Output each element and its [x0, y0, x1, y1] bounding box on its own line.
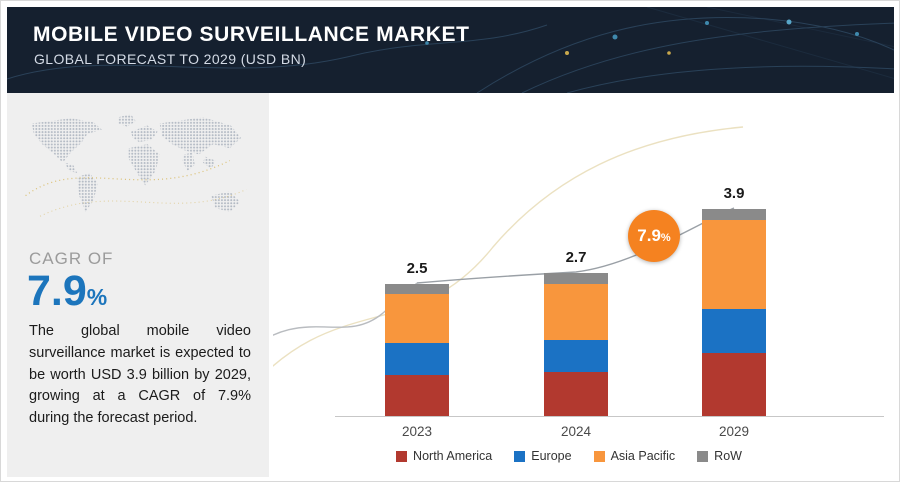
stacked-bar-2024: [544, 272, 608, 416]
chart-legend: North America Europe Asia Pacific RoW: [273, 449, 865, 463]
network-decoration-graphic: [7, 7, 894, 93]
bar-value-label: 2.7: [565, 248, 587, 266]
market-description: The global mobile video surveillance mar…: [29, 323, 251, 426]
segment-europe: [385, 342, 449, 375]
segment-asia-pacific: [702, 220, 766, 309]
segment-europe: [702, 308, 766, 353]
bars-container: 2.5 2023 2.7 2024 3.9 2029: [273, 97, 895, 477]
segment-asia-pacific: [385, 294, 449, 343]
stacked-bar-2029: [702, 209, 766, 416]
page-subtitle: GLOBAL FORECAST TO 2029 (USD BN): [34, 51, 307, 67]
legend-swatch: [396, 450, 408, 462]
legend-item-north-america: North America: [396, 449, 492, 463]
segment-asia-pacific: [544, 283, 608, 341]
legend-swatch: [697, 450, 709, 462]
segment-north-america: [702, 352, 766, 416]
legend-label: Asia Pacific: [610, 449, 676, 463]
bar-value-label: 2.5: [406, 259, 428, 277]
segment-north-america: [385, 374, 449, 416]
legend-swatch: [514, 450, 526, 462]
x-axis-label: 2024: [560, 424, 592, 439]
x-axis-line: [335, 416, 884, 417]
segment-row: [385, 283, 449, 295]
legend-item-row: RoW: [697, 449, 742, 463]
x-axis-label: 2029: [718, 424, 750, 439]
x-axis-label: 2023: [401, 424, 433, 439]
segment-north-america: [544, 372, 608, 416]
legend-item-europe: Europe: [514, 449, 572, 463]
legend-label: RoW: [714, 449, 742, 463]
cagr-value: 7.9%: [27, 267, 107, 316]
sidebar: CAGR OF 7.9% The global mobile video sur…: [7, 93, 269, 477]
world-map: [25, 114, 247, 217]
segment-europe: [544, 340, 608, 372]
segment-row: [544, 272, 608, 284]
chart-region: 2.5 2023 2.7 2024 3.9 2029 7.9% North America…: [273, 97, 895, 477]
bar-value-label: 3.9: [723, 185, 745, 203]
badge-value: 7.9: [637, 226, 661, 245]
legend-label: Europe: [531, 449, 572, 463]
page-title: MOBILE VIDEO SURVEILLANCE MARKET: [33, 23, 470, 46]
cagr-label: CAGR OF: [29, 249, 114, 268]
header: MOBILE VIDEO SURVEILLANCE MARKET GLOBAL …: [7, 7, 894, 93]
legend-label: North America: [413, 449, 493, 463]
badge-percent-sign: %: [660, 232, 671, 244]
legend-item-asia-pacific: Asia Pacific: [593, 449, 676, 463]
legend-swatch: [593, 450, 605, 462]
cagr-percent-sign: %: [86, 284, 108, 310]
cagr-number: 7.9: [27, 267, 87, 315]
cagr-badge: 7.9%: [628, 210, 680, 262]
segment-row: [702, 209, 766, 221]
stacked-bar-2023: [385, 283, 449, 417]
